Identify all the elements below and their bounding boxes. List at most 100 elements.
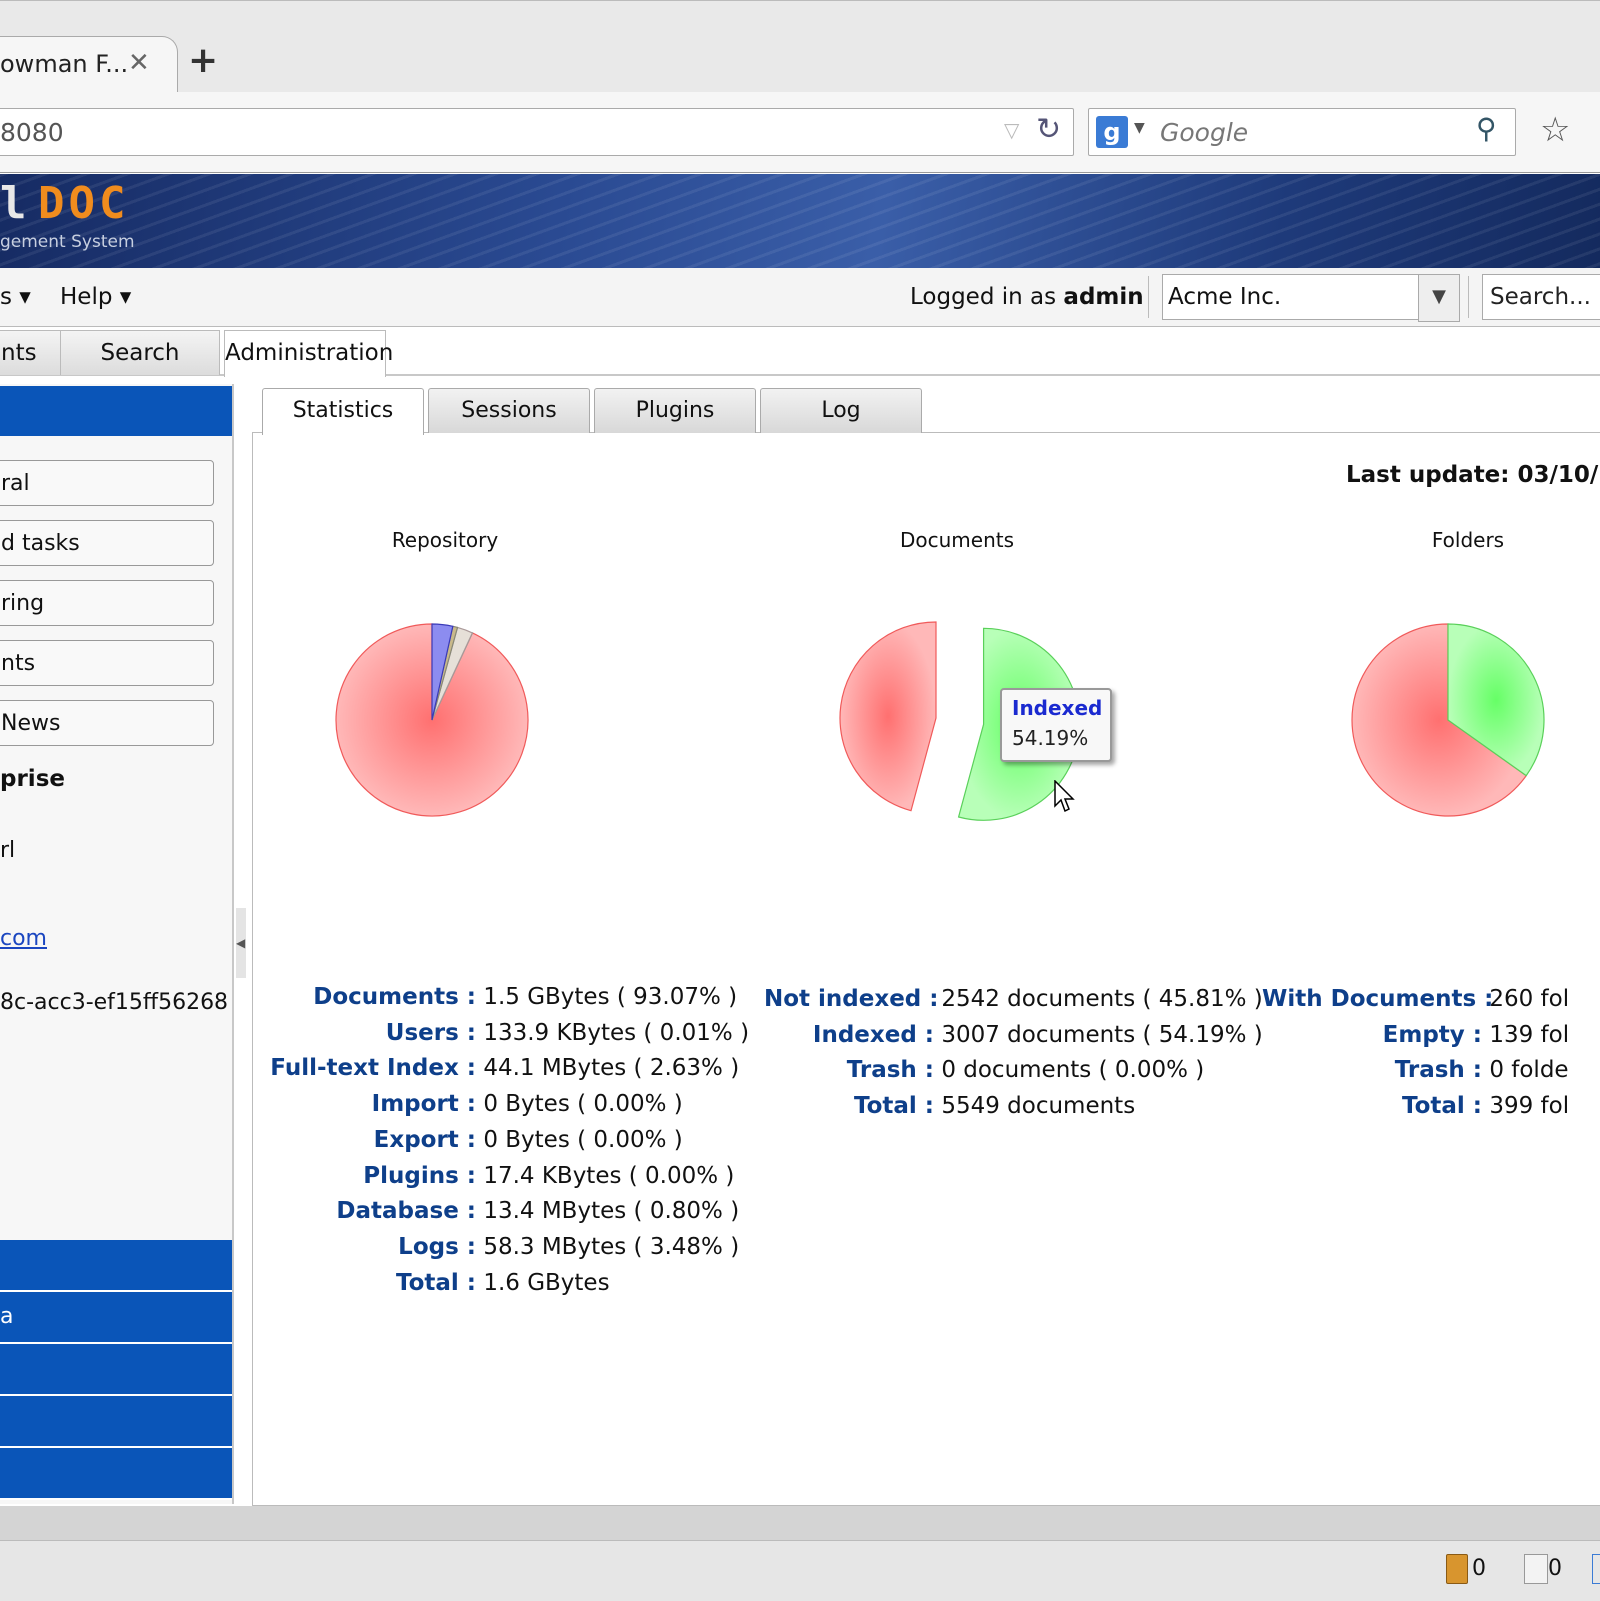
sidebar-section[interactable] [0,1448,232,1500]
logged-user: admin [1063,284,1144,310]
menu-help[interactable]: Help ▾ [60,284,132,310]
stat-label: Plugins : [363,1162,476,1189]
sidebar-header[interactable] [0,386,232,436]
stat-value: 58.3 MBytes ( 3.48% ) [483,1233,740,1260]
stat-label: Total : [395,1269,476,1296]
sidebar-section[interactable] [0,1396,232,1448]
browser-search-bar[interactable] [1088,108,1516,156]
pie-slice-with-documents[interactable] [1351,623,1528,817]
tab-administration[interactable]: Administration [224,330,393,377]
sidebar-section[interactable]: a [0,1292,232,1344]
stat-label: Empty : [1382,1021,1482,1048]
url-dropdown-icon[interactable]: ▽ [1004,118,1020,142]
stat-label: With Documents : [1262,986,1494,1012]
divider [1148,276,1149,318]
quick-search-input[interactable] [1482,274,1600,320]
repository-stat-row: Users : 133.9 KBytes ( 0.01% ) [262,1020,749,1046]
edition-title: prise [0,766,65,792]
pie-folders[interactable] [1348,620,1548,820]
stat-value: 0 folde [1489,1057,1569,1084]
edition-link[interactable]: com [0,926,47,951]
logo-doc: DOC [38,178,130,229]
logged-in-label: Logged in as admin [910,284,1144,310]
search-icon[interactable]: ⚲ [1476,112,1497,145]
stat-label: Documents : [313,984,476,1010]
bookmark-star-icon[interactable]: ☆ [1540,110,1571,150]
stat-value: 5549 documents [941,1093,1136,1120]
clipboard-icon[interactable] [1446,1554,1468,1584]
close-icon[interactable]: ✕ [128,48,150,78]
sidebar-item-scheduled-tasks[interactable]: d tasks [0,520,214,566]
repository-stat-row: Documents : 1.5 GBytes ( 93.07% ) [262,984,737,1010]
folders-stat-row: Total : 399 fol [1262,1093,1569,1119]
sidebar-section[interactable] [0,1240,232,1292]
stat-value: 0 Bytes ( 0.00% ) [483,1091,683,1118]
stat-value: 133.9 KBytes ( 0.01% ) [483,1019,750,1046]
logo-left: l [0,178,27,229]
stat-value: 1.5 GBytes ( 93.07% ) [483,984,738,1010]
chart-title-folders: Folders [1431,528,1505,552]
pie-slice-empty[interactable] [1447,623,1545,777]
stat-label: Database : [336,1198,476,1225]
browser-tab[interactable] [0,36,178,93]
status-icon[interactable] [1592,1554,1600,1584]
menu-partial[interactable]: s ▾ [0,284,31,310]
sidebar-item-news[interactable]: News [0,700,214,746]
stat-value: 0 documents ( 0.00% ) [941,1057,1205,1084]
mouse-cursor-icon [1054,780,1075,813]
statistics-panel [252,432,1600,1506]
stat-value: 1.6 GBytes [483,1269,610,1296]
sidebar-item-monitoring[interactable]: ring [0,580,214,626]
tab-log[interactable]: Log [760,388,922,433]
banner-decoration [0,174,1600,268]
stat-value: 399 fol [1489,1093,1570,1120]
stat-value: 44.1 MBytes ( 2.63% ) [483,1055,740,1082]
stat-label: Import : [371,1091,476,1118]
new-tab-button[interactable]: + [188,40,219,81]
url-bar[interactable] [0,108,1074,156]
browser-tab-title[interactable]: owman F... [0,50,129,78]
stat-label: Users : [385,1019,476,1046]
status-strip [0,1506,1600,1540]
sidebar-section[interactable] [0,1344,232,1396]
chart-tooltip [1000,688,1112,762]
url-text[interactable]: 8080 [0,118,64,147]
tenant-dropdown-button[interactable]: ▼ [1418,274,1460,322]
lock-icon[interactable] [1524,1554,1548,1584]
repository-stat-row: Import : 0 Bytes ( 0.00% ) [262,1091,683,1117]
tenant-select-value[interactable]: Acme Inc. [1168,284,1282,310]
browser-search-input[interactable]: Google [1160,118,1249,147]
stat-value: 260 fol [1489,986,1570,1012]
search-engine-dropdown-icon[interactable]: ▼ [1134,120,1145,136]
stat-value: 13.4 MBytes ( 0.80% ) [483,1198,740,1225]
search-engine-icon[interactable]: g [1096,116,1128,148]
stat-value: 17.4 KBytes ( 0.00% ) [483,1162,735,1189]
tab-statistics[interactable]: Statistics [262,388,424,435]
stat-value: 0 Bytes ( 0.00% ) [483,1126,683,1153]
pie-repository[interactable] [332,620,532,820]
tab-sessions[interactable]: Sessions [428,388,590,433]
chevron-down-icon: ▾ [19,284,31,310]
reload-icon[interactable]: ↻ [1036,112,1062,147]
pie-slice-not-indexed[interactable] [839,621,937,812]
edition-info: rl [0,838,16,863]
sidebar-item-general[interactable]: ral [0,460,214,506]
documents-stat-row: Total : 5549 documents [764,1093,1135,1119]
stat-label: Total : [853,1093,934,1120]
repository-stat-row: Total : 1.6 GBytes [262,1270,610,1296]
last-update: Last update: 03/10/ [1346,462,1599,488]
quick-search-placeholder[interactable]: Search... [1490,284,1591,310]
tab-plugins[interactable]: Plugins [594,388,756,433]
clipboard-count: 0 [1472,1556,1486,1581]
tenant-select[interactable] [1162,274,1420,320]
pie-slice-logs[interactable] [431,623,454,721]
folders-stat-row: With Documents : 260 fol [1262,986,1569,1012]
sidebar-collapse-handle[interactable]: ◀ [236,908,246,978]
status-bar [0,1540,1600,1601]
chevron-down-icon: ▾ [119,284,132,310]
tab-search[interactable]: Search [60,330,220,375]
stat-value: 2542 documents ( 45.81% ) [941,986,1263,1012]
chart-title-repository: Repository [391,528,499,552]
sidebar-item-events[interactable]: nts [0,640,214,686]
tab-documents[interactable]: nts [0,330,66,375]
